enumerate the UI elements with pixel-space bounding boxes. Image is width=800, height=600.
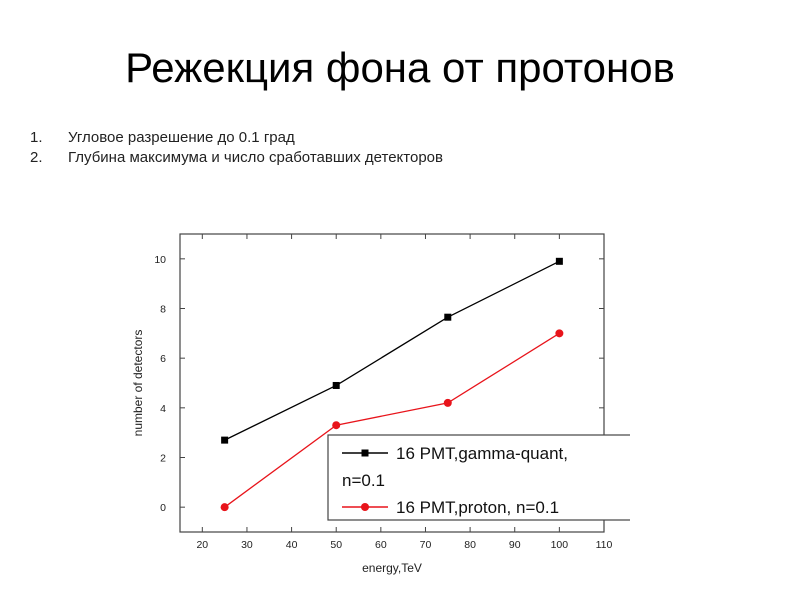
legend-box	[327, 434, 630, 521]
legend-marker	[361, 449, 369, 457]
y-tick-label: 10	[154, 254, 166, 266]
data-point	[332, 421, 341, 430]
legend-label: 16 PMT,gamma-quant,	[396, 444, 568, 463]
data-point	[443, 398, 452, 407]
y-tick-label: 0	[160, 502, 166, 514]
bullet-list: 1. Угловое разрешение до 0.1 град 2. Глу…	[30, 128, 450, 168]
data-point	[221, 436, 229, 444]
x-tick-label: 100	[551, 539, 569, 551]
data-point	[444, 313, 452, 321]
slide-title: Режекция фона от протонов	[125, 44, 675, 91]
data-point	[220, 503, 229, 512]
legend-label: n=0.1	[342, 471, 385, 490]
y-axis-label: number of detectors	[131, 330, 145, 437]
x-tick-label: 70	[420, 539, 432, 551]
list-item-text: Глубина максимума и число сработавших де…	[68, 149, 443, 166]
x-tick-label: 80	[464, 539, 476, 551]
data-point	[555, 257, 563, 265]
y-tick-label: 6	[160, 353, 166, 365]
series-line	[224, 332, 560, 508]
x-tick-label: 50	[330, 539, 342, 551]
y-tick-label: 2	[160, 453, 166, 465]
series-line	[224, 260, 560, 441]
list-item: 1. Угловое разрешение до 0.1 град	[30, 128, 450, 148]
x-tick-label: 90	[509, 539, 521, 551]
data-point	[555, 329, 564, 338]
list-item: 2. Глубина максимума и число сработавших…	[30, 148, 450, 168]
plot-frame	[179, 233, 605, 533]
data-point	[332, 381, 340, 389]
x-tick-label: 20	[196, 539, 208, 551]
legend-label: 16 PMT,proton, n=0.1	[396, 498, 559, 517]
y-tick-label: 4	[160, 403, 166, 415]
legend-marker	[361, 503, 369, 511]
line-chart: 20 30 40 50 60 70 80 90 100 110 0 2 4 6 8 10 energy,TeV n…	[131, 233, 630, 575]
y-tick-label: 8	[160, 304, 166, 316]
list-item-text: Угловое разрешение до 0.1 град	[68, 129, 295, 146]
x-axis-label: energy,TeV	[362, 561, 422, 575]
x-tick-label: 30	[241, 539, 253, 551]
x-tick-label: 40	[286, 539, 298, 551]
list-item-number: 1.	[30, 129, 43, 146]
list-item-number: 2.	[30, 149, 43, 166]
x-tick-label: 110	[596, 539, 613, 551]
x-tick-label: 60	[375, 539, 387, 551]
